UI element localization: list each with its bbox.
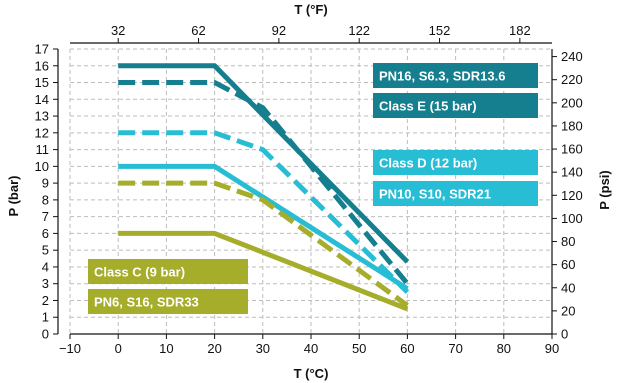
y-tick-label-psi: 200 xyxy=(561,95,583,110)
y-tick-label-bar: 0 xyxy=(42,327,49,342)
y-tick-label-psi: 160 xyxy=(561,142,583,157)
x-tick-label-celsius: 30 xyxy=(256,341,270,356)
x-tick-label-fahrenheit: 62 xyxy=(191,23,205,38)
y-tick-label-psi: 100 xyxy=(561,211,583,226)
legend-badge-background xyxy=(88,259,248,284)
x-tick-label-celsius: 80 xyxy=(497,341,511,356)
y-tick-label-psi: 120 xyxy=(561,188,583,203)
y-tick-label-bar: 9 xyxy=(42,176,49,191)
y-tick-label-psi: 20 xyxy=(561,303,575,318)
series-line-pn10-s10-sdr21 xyxy=(118,163,409,291)
y-tick-label-psi: 60 xyxy=(561,257,575,272)
y-tick-label-psi: 0 xyxy=(561,327,568,342)
legend-badge-background xyxy=(373,150,538,175)
y-tick-label-psi: 220 xyxy=(561,72,583,87)
x-tick-label-celsius: 10 xyxy=(159,341,173,356)
series-line-class-c-9-bar xyxy=(118,180,409,308)
y-tick-label-bar: 14 xyxy=(35,92,49,107)
x-axis-title-celsius: T (°C) xyxy=(294,366,329,381)
legend-badge-pn6-s16-sdr33: PN6, S16, SDR33 xyxy=(88,289,248,314)
legend-badge-pn16-s6-3-sdr13-6: PN16, S6.3, SDR13.6 xyxy=(373,63,538,88)
y-tick-label-bar: 16 xyxy=(35,58,49,73)
y-tick-label-psi: 80 xyxy=(561,234,575,249)
x-tick-label-fahrenheit: 32 xyxy=(111,23,125,38)
y-tick-label-psi: 40 xyxy=(561,280,575,295)
y-tick-label-bar: 8 xyxy=(42,192,49,207)
x-tick-label-fahrenheit: 182 xyxy=(509,23,531,38)
legend-badge-label: PN10, S10, SDR21 xyxy=(379,187,491,202)
x-tick-label-celsius: −10 xyxy=(59,341,81,356)
y-tick-label-bar: 10 xyxy=(35,159,49,174)
x-tick-label-celsius: 90 xyxy=(545,341,559,356)
legend-badge-class-d-12-bar: Class D (12 bar) xyxy=(373,150,538,175)
x-tick-label-celsius: 0 xyxy=(115,341,122,356)
x-tick-label-celsius: 50 xyxy=(352,341,366,356)
legend-badge-label: Class C (9 bar) xyxy=(94,265,185,280)
legend-badge-class-c-9-bar: Class C (9 bar) xyxy=(88,259,248,284)
y-tick-label-psi: 140 xyxy=(561,165,583,180)
series-lines xyxy=(118,63,410,312)
legend-badge-label: PN16, S6.3, SDR13.6 xyxy=(379,69,505,84)
y-axis-title-psi: P (psi) xyxy=(597,170,612,210)
y-tick-label-bar: 12 xyxy=(35,125,49,140)
legend-badge-class-e-15-bar: Class E (15 bar) xyxy=(373,93,538,118)
y-tick-label-bar: 7 xyxy=(42,209,49,224)
x-tick-label-celsius: 40 xyxy=(304,341,318,356)
y-tick-label-bar: 5 xyxy=(42,243,49,258)
x-tick-label-celsius: 70 xyxy=(448,341,462,356)
x-tick-label-celsius: 60 xyxy=(400,341,414,356)
y-tick-label-bar: 13 xyxy=(35,109,49,124)
y-tick-label-psi: 240 xyxy=(561,49,583,64)
y-tick-label-bar: 6 xyxy=(42,226,49,241)
legend-badge-pn10-s10-sdr21: PN10, S10, SDR21 xyxy=(373,181,538,206)
legend-badge-label: Class E (15 bar) xyxy=(379,99,477,114)
y-tick-label-bar: 1 xyxy=(42,310,49,325)
series-line-class-d-12-bar xyxy=(118,130,410,294)
series-line-class-e-15-bar xyxy=(118,80,410,286)
legend-badge-label: Class D (12 bar) xyxy=(379,156,477,171)
y-tick-label-bar: 4 xyxy=(42,259,49,274)
x-tick-label-fahrenheit: 152 xyxy=(429,23,451,38)
legend-badge-background xyxy=(373,93,538,118)
series-line-pn6-s16-sdr33 xyxy=(118,230,409,312)
x-tick-label-celsius: 20 xyxy=(207,341,221,356)
legend-badges: PN16, S6.3, SDR13.6 Class E (15 bar) Class… xyxy=(88,63,538,314)
y-tick-label-bar: 3 xyxy=(42,276,49,291)
x-tick-label-fahrenheit: 122 xyxy=(348,23,370,38)
legend-badge-background xyxy=(373,63,538,88)
y-tick-label-bar: 2 xyxy=(42,293,49,308)
y-tick-label-psi: 180 xyxy=(561,118,583,133)
legend-badge-label: PN6, S16, SDR33 xyxy=(94,295,199,310)
legend-badge-background xyxy=(373,181,538,206)
y-tick-label-bar: 15 xyxy=(35,75,49,90)
y-tick-label-bar: 11 xyxy=(36,142,50,157)
y-tick-label-bar: 17 xyxy=(35,42,49,57)
x-axis-title-fahrenheit: T (°F) xyxy=(294,2,327,17)
legend-badge-background xyxy=(88,289,248,314)
series-line-pn16-s6-3-sdr13-6 xyxy=(118,63,410,264)
y-axis-title-bar: P (bar) xyxy=(6,176,21,217)
x-tick-label-fahrenheit: 92 xyxy=(272,23,286,38)
